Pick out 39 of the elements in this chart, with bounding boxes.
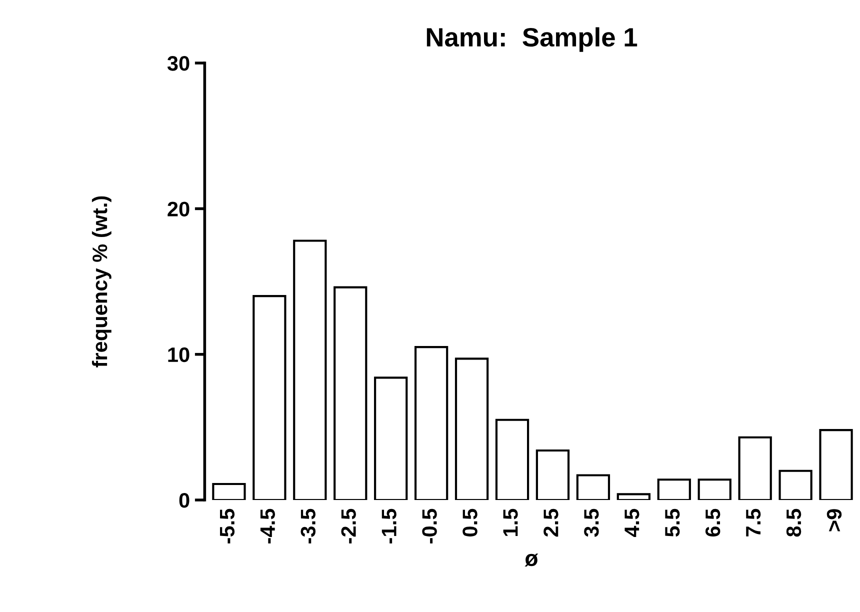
bar xyxy=(252,295,286,500)
y-axis-title: frequency % (wt.) xyxy=(92,196,112,368)
bar xyxy=(778,470,812,500)
x-tick-label: 0.5 xyxy=(462,508,478,536)
bar xyxy=(819,429,853,500)
y-tick-label: 10 xyxy=(168,347,190,362)
x-axis-title: ø xyxy=(524,554,538,566)
bar xyxy=(576,474,610,500)
x-tick-label: -5.5 xyxy=(220,508,235,544)
x-tick-label: 8.5 xyxy=(786,508,802,537)
x-tick-label: 3.5 xyxy=(584,508,599,537)
x-tick-label: 7.5 xyxy=(746,508,761,536)
bar xyxy=(536,449,570,500)
x-tick-label: 4.5 xyxy=(624,508,640,537)
x-tick-label: 1.5 xyxy=(503,508,518,536)
x-tick-label: >9 xyxy=(826,509,842,532)
bar xyxy=(454,358,489,500)
bar xyxy=(334,286,368,500)
bar xyxy=(698,478,732,500)
x-tick-label: 2.5 xyxy=(544,508,558,537)
bar xyxy=(616,493,650,500)
x-tick-label: -4.5 xyxy=(260,508,276,544)
y-tick-label: 20 xyxy=(168,202,190,216)
chart-title: Namu: Sample 1 xyxy=(426,27,638,52)
x-tick-label: 6.5 xyxy=(705,508,720,537)
bar xyxy=(212,482,246,500)
bar xyxy=(495,418,530,500)
x-tick-label: -2.5 xyxy=(341,508,356,544)
bar xyxy=(293,240,327,500)
x-tick-label: 5.5 xyxy=(665,508,680,537)
y-tick-label: 30 xyxy=(167,56,190,71)
bar xyxy=(738,436,772,500)
bar xyxy=(657,478,691,500)
y-tick-label: 0 xyxy=(179,493,190,508)
bar xyxy=(374,376,408,500)
x-tick-label: -0.5 xyxy=(422,508,437,544)
x-tick-label: -3.5 xyxy=(300,508,316,544)
bar xyxy=(414,346,448,500)
x-tick-label: -1.5 xyxy=(382,508,396,544)
